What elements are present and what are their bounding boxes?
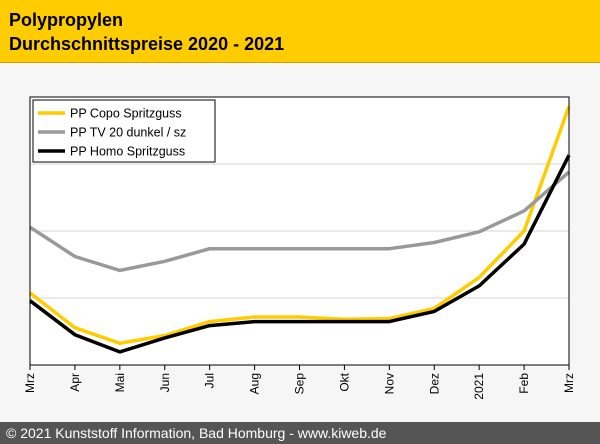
x-tick-label: Mai xyxy=(113,373,127,392)
x-tick-label: Apr xyxy=(68,373,82,392)
x-tick-label: Jun xyxy=(158,373,172,392)
series-line-1 xyxy=(28,105,571,346)
x-tick-label: 2021 xyxy=(472,373,486,400)
chart-subtitle: Durchschnittspreise 2020 - 2021 xyxy=(9,34,285,54)
legend-label: PP Homo Spritzguss xyxy=(70,145,185,159)
line-chart: Mrz Apr Mai Jun Jul Aug Sep Okt Nov Dez 2021 Feb Mrz… xyxy=(23,96,576,400)
chart-title: Polypropylen xyxy=(9,10,124,30)
x-tick-label: Aug xyxy=(248,373,262,394)
x-tick-label: Mrz xyxy=(562,373,576,393)
x-tick-label: Mrz xyxy=(23,373,37,393)
copyright-text: © 2021 Kunststoff Information, Bad Hombu… xyxy=(6,425,387,441)
x-tick-label: Jul xyxy=(203,373,217,388)
footer-bar: © 2021 Kunststoff Information, Bad Hombu… xyxy=(0,422,600,444)
x-tick-label: Nov xyxy=(382,373,396,394)
x-tick-label: Okt xyxy=(337,372,351,391)
series-line-2 xyxy=(29,170,571,273)
series-line-3 xyxy=(28,154,571,354)
x-tick-label: Sep xyxy=(293,373,307,395)
x-tick-label: Feb xyxy=(517,373,531,394)
header-banner: Polypropylen Durchschnittspreise 2020 - … xyxy=(0,0,600,63)
legend-label: PP TV 20 dunkel / sz xyxy=(70,126,186,140)
legend-label: PP Copo Spritzguss xyxy=(70,107,182,121)
x-tick-label: Dez xyxy=(427,373,441,394)
